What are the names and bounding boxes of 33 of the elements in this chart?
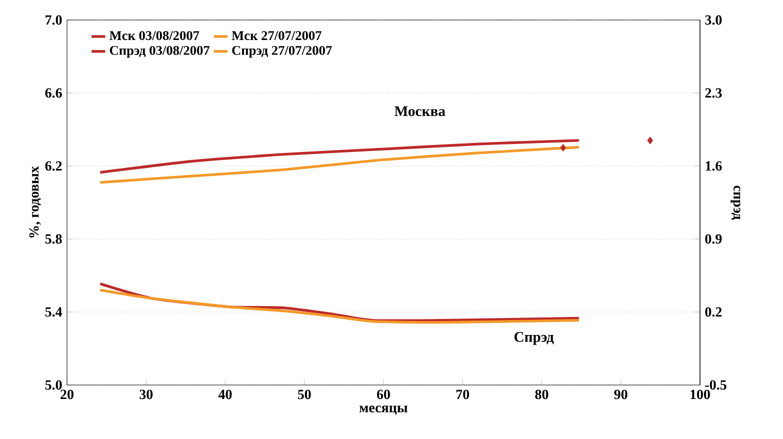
annotation: Спрэд (514, 332, 554, 345)
x-axis-title: месяцы (360, 406, 408, 415)
x-tick-label: 80 (535, 390, 548, 400)
annotation: Москва (394, 106, 446, 116)
legend-label: Мск 03/08/2007 (109, 31, 200, 40)
legend-label: Спрэд 27/07/2007 (232, 46, 332, 58)
x-tick-label: 100 (690, 390, 710, 400)
x-tick-label: 40 (218, 390, 232, 400)
line-series (98, 139, 580, 174)
x-tick-label: 50 (298, 390, 311, 400)
y2-axis-title: спрэд (730, 186, 740, 220)
y-tick-label: 6.6 (45, 88, 62, 98)
x-tick-label: 70 (456, 390, 470, 400)
y2-tick-label: 2.3 (705, 88, 722, 98)
y-tick-label: 7.0 (46, 15, 62, 25)
x-tick-label: 60 (376, 390, 390, 400)
legend-label: Мск 27/07/2007 (232, 31, 322, 40)
y-tick-label: 5.8 (45, 234, 62, 244)
y2-tick-label: 0.2 (705, 307, 722, 317)
y2-tick-label: -0.5 (705, 380, 726, 390)
y-tick-label: 6.2 (45, 161, 62, 171)
y2-tick-label: 0.9 (705, 234, 722, 244)
line-series (98, 146, 580, 184)
x-tick-label: 30 (140, 390, 153, 400)
y2-tick-label: 1.6 (706, 161, 722, 171)
x-tick-label: 20 (60, 390, 74, 400)
x-tick-label: 90 (614, 390, 628, 400)
y-axis-title: %, годовых (29, 166, 41, 238)
line-series (98, 288, 580, 324)
y-tick-label: 5.4 (45, 307, 62, 317)
y2-tick-label: 3.0 (705, 15, 722, 25)
legend-label: Спрэд 03/08/2007 (110, 46, 210, 58)
y-tick-label: 5.0 (45, 380, 62, 390)
